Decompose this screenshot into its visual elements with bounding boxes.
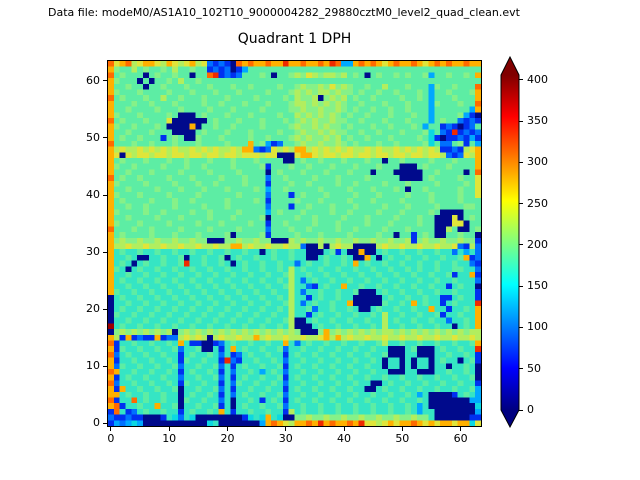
y-tick-mark	[103, 251, 107, 253]
x-tick-label: 40	[337, 432, 352, 445]
colorbar-tick-label: 100	[527, 320, 548, 334]
x-tick-mark	[343, 427, 345, 431]
colorbar-tick-label: 50	[527, 361, 541, 375]
y-tick-label: 30	[86, 245, 100, 259]
x-tick-mark	[460, 427, 462, 431]
y-tick-label: 60	[86, 73, 100, 87]
data-file-label: Data file: modeM0/AS1A10_102T10_90000042…	[48, 6, 520, 19]
y-tick-label: 40	[86, 188, 100, 202]
colorbar-tick-label: 300	[527, 155, 548, 169]
x-tick-label: 20	[220, 432, 235, 445]
x-tick-label: 50	[395, 432, 410, 445]
x-tick-mark	[110, 427, 112, 431]
x-tick-mark	[401, 427, 403, 431]
plot-title: Quadrant 1 DPH	[237, 31, 352, 47]
colorbar-tick-mark	[519, 79, 523, 81]
colorbar-tick-mark	[519, 409, 523, 411]
x-tick-label: 10	[162, 432, 177, 445]
colorbar-gradient-shape	[500, 56, 520, 428]
x-tick-mark	[168, 427, 170, 431]
colorbar-tick-label: 400	[527, 72, 548, 86]
y-tick-label: 50	[86, 130, 100, 144]
colorbar-tick-label: 250	[527, 196, 548, 210]
y-tick-mark	[103, 422, 107, 424]
colorbar-tick-mark	[519, 326, 523, 328]
heatmap-axes	[107, 60, 482, 427]
colorbar-tick-mark	[519, 368, 523, 370]
y-tick-label: 0	[93, 416, 100, 430]
colorbar-tick-mark	[519, 120, 523, 122]
x-tick-mark	[226, 427, 228, 431]
x-tick-label: 60	[453, 432, 468, 445]
colorbar-tick-label: 350	[527, 114, 548, 128]
heatmap-image	[108, 61, 481, 426]
y-tick-mark	[103, 194, 107, 196]
x-tick-label: 30	[278, 432, 293, 445]
colorbar	[500, 56, 520, 428]
y-tick-label: 20	[86, 302, 100, 316]
y-tick-mark	[103, 308, 107, 310]
colorbar-tick-label: 150	[527, 279, 548, 293]
colorbar-tick-mark	[519, 161, 523, 163]
y-tick-mark	[103, 80, 107, 82]
colorbar-tick-mark	[519, 285, 523, 287]
colorbar-tick-label: 200	[527, 237, 548, 251]
x-tick-label: 0	[107, 432, 115, 445]
colorbar-tick-label: 0	[527, 403, 534, 416]
y-tick-label: 10	[86, 359, 100, 373]
y-tick-mark	[103, 137, 107, 139]
x-tick-mark	[285, 427, 287, 431]
colorbar-tick-mark	[519, 203, 523, 205]
y-tick-mark	[103, 365, 107, 367]
colorbar-tick-mark	[519, 244, 523, 246]
